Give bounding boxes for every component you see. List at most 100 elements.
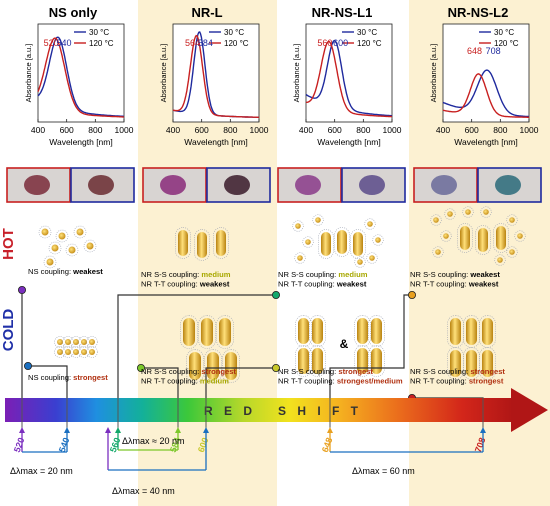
ligand-shell	[354, 256, 366, 268]
delta-arrowhead-left	[115, 427, 121, 433]
particle-core	[86, 242, 94, 250]
ligand-shell	[295, 345, 312, 377]
text-segment: NR S-S coupling:	[141, 367, 201, 376]
ligand-shell	[447, 347, 464, 380]
rod-core	[178, 230, 188, 256]
arrow-head	[511, 388, 548, 432]
y-axis-label: Absorbance [a.u.]	[292, 44, 301, 103]
text-segment: medium	[201, 270, 230, 279]
ampersand: &	[340, 337, 349, 351]
particle-core	[435, 249, 441, 255]
particle-core	[509, 249, 515, 255]
curve-30c	[37, 36, 124, 117]
delta-label: Δλmax = 20 nm	[10, 466, 73, 476]
nanosphere	[312, 214, 324, 226]
sample-spot	[224, 175, 250, 195]
nanorod	[447, 347, 464, 380]
particle-core	[81, 349, 87, 355]
sample-spot	[160, 175, 186, 195]
rod-core	[183, 318, 195, 346]
nanosphere	[432, 246, 444, 258]
particle-core	[315, 217, 321, 223]
legend-label-30c: 30 °C	[89, 28, 109, 37]
legend-label-30c: 30 °C	[224, 28, 244, 37]
legend-label-120c: 120 °C	[494, 39, 519, 48]
nanorod	[198, 315, 216, 349]
nanorod	[213, 227, 229, 259]
text-segment: NR T-T coupling:	[141, 280, 200, 289]
nanorod	[334, 227, 350, 257]
ligand-shell	[334, 227, 350, 257]
curve-120c	[442, 73, 529, 118]
particle-core	[65, 349, 71, 355]
sample-spot	[495, 175, 521, 195]
particle-core	[81, 339, 87, 345]
hot-coupling-text-3: NR S-S coupling: medium NR T-T coupling: …	[278, 270, 368, 289]
redshift-arrow: R E D S H I F T	[5, 388, 548, 432]
peak-label-30c: 540	[57, 38, 72, 48]
particle-core	[89, 349, 95, 355]
ligand-shell	[366, 252, 378, 264]
ligand-shell	[294, 252, 306, 264]
rod-core	[225, 352, 237, 380]
x-axis-label: Wavelength [nm]	[317, 137, 380, 147]
rod-core	[189, 352, 201, 380]
ligand-shell	[354, 345, 371, 377]
ligand-shell	[222, 349, 240, 383]
dot-l2-hot	[407, 290, 416, 299]
bar-ticks: 520 540 560 584 600 648 708	[12, 398, 487, 454]
tick-label: 648	[320, 436, 335, 454]
nanosphere	[302, 236, 314, 248]
ligand-shell	[48, 241, 62, 255]
text-segment: NR S-S coupling:	[410, 367, 470, 376]
spectrum-plot-4: 30 °C 120 °C 648 708 400 600 800 1000Wavelength…	[429, 23, 539, 147]
ligand-shell	[350, 229, 366, 259]
ligand-shell	[175, 227, 191, 259]
cold-coupling-text-4: NR S-S coupling: strongest NR T-T couplin…	[410, 367, 505, 386]
nanosphere	[372, 234, 384, 246]
legend-label-120c: 120 °C	[89, 39, 114, 48]
ligand-shell	[198, 315, 216, 349]
nanosphere	[366, 252, 378, 264]
ligand-shell	[318, 229, 334, 259]
nanorod	[475, 225, 491, 255]
text-segment: NR S-S coupling:	[278, 270, 338, 279]
dot-nrl-cold	[136, 363, 145, 372]
nanorod	[318, 229, 334, 259]
particle-core	[297, 255, 303, 261]
peak-label-120c: 560	[317, 38, 332, 48]
particle-core	[89, 339, 95, 345]
nanosphere	[73, 225, 87, 239]
ligand-shell	[43, 255, 57, 269]
rod-core	[353, 232, 363, 256]
nanorod	[194, 229, 210, 261]
text-segment: strongest	[201, 367, 236, 376]
delta-arrowhead-right	[203, 427, 209, 433]
photo-pair-4	[413, 167, 542, 203]
ligand-shell	[364, 218, 376, 230]
delta-arrowhead-right	[480, 427, 486, 433]
nanosphere	[430, 214, 442, 226]
cold-coupling-text-3: NR S-S coupling: strongest NR T-T couplin…	[278, 367, 403, 386]
nanosphere	[38, 225, 52, 239]
rod-core	[207, 352, 219, 380]
rod-core	[496, 226, 506, 250]
text-segment: NR T-T coupling:	[410, 377, 469, 386]
legend-label-120c: 120 °C	[357, 39, 382, 48]
text-segment: NS coupling:	[28, 373, 73, 382]
rod-core	[298, 348, 309, 374]
delta-arrow-1: Δλmax = 20 nm	[10, 427, 73, 476]
tick-label: 600	[196, 436, 211, 454]
ligand-shell	[475, 225, 491, 255]
tick-label: 560	[108, 436, 123, 454]
sample-photos	[6, 167, 542, 203]
particle-core	[443, 233, 449, 239]
photo-pair-1	[6, 167, 135, 203]
rod-core	[298, 318, 309, 344]
particle-core	[483, 209, 489, 215]
nanorod	[295, 315, 312, 347]
tick-label: 540	[57, 436, 72, 454]
text-segment: weakest	[336, 280, 367, 289]
particle-core	[447, 211, 453, 217]
